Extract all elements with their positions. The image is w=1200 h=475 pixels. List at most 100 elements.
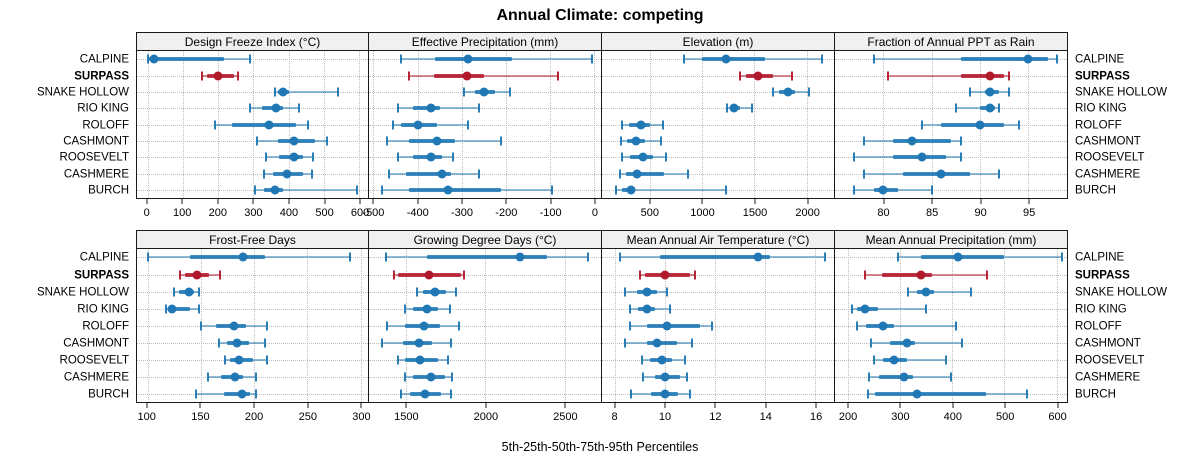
- x-tick-mark: [1057, 403, 1059, 408]
- median-dot: [753, 252, 762, 262]
- median-dot: [479, 87, 489, 97]
- whisker-cap: [478, 169, 481, 178]
- iqr-box: [879, 374, 914, 379]
- whisker-cap: [197, 304, 200, 313]
- iqr-box: [702, 57, 765, 62]
- x-tick-mark: [461, 199, 463, 204]
- median-dot: [907, 136, 917, 146]
- whisker-cap: [146, 252, 149, 262]
- whisker-cap: [380, 338, 383, 347]
- whisker-cap: [824, 252, 827, 262]
- whisker-cap: [1060, 252, 1063, 262]
- whisker-cap: [683, 54, 686, 64]
- x-tick-mark: [324, 199, 326, 204]
- median-dot: [936, 169, 946, 178]
- x-tick-mark: [847, 403, 849, 408]
- x-tick-mark: [564, 403, 566, 408]
- median-dot: [192, 270, 202, 279]
- whisker-cap: [944, 355, 947, 364]
- whisker-cap: [399, 54, 402, 64]
- x-tick-label: 100: [173, 207, 192, 219]
- whisker-cap: [666, 287, 669, 296]
- panel: Mean Annual Air Temperature (°C) 8 10 12 14 1…: [602, 230, 835, 429]
- whisker-cap: [998, 169, 1001, 178]
- whisker-cap: [688, 389, 691, 398]
- whisker-cap: [691, 338, 694, 347]
- iqr-box: [149, 57, 225, 62]
- whisker-cap: [868, 372, 871, 381]
- whisker-cap: [194, 389, 197, 398]
- iqr-box: [435, 57, 513, 62]
- whisker-cap: [738, 71, 741, 80]
- whisker-line: [274, 90, 338, 93]
- site-label-left: CASHMONT: [63, 336, 129, 349]
- panel-strip: Frost-Free Days: [136, 230, 369, 249]
- iqr-box: [960, 73, 1005, 78]
- panel-title: Elevation (m): [682, 34, 754, 49]
- whisker-cap: [960, 338, 963, 347]
- chart-title: Annual Climate: competing: [496, 7, 704, 24]
- site-label-right: CASHMERE: [1075, 167, 1141, 180]
- site-label-left: CALPINE: [79, 53, 129, 66]
- whisker-cap: [415, 287, 418, 296]
- whisker-cap: [458, 321, 461, 330]
- panel: Fraction of Annual PPT as Rain 80 85 90 95: [835, 32, 1068, 225]
- median-dot: [985, 87, 995, 97]
- x-tick-mark: [664, 403, 666, 408]
- median-dot: [167, 304, 177, 313]
- gridline-horizontal: [602, 140, 834, 142]
- gridline-horizontal: [835, 308, 1067, 310]
- gridline-horizontal: [137, 75, 368, 77]
- whisker-cap: [265, 321, 268, 330]
- site-label-left: SURPASS: [74, 268, 129, 281]
- site-label-right: SURPASS: [1075, 69, 1130, 82]
- x-tick-label: -200: [495, 207, 518, 219]
- whisker-cap: [772, 87, 775, 97]
- panel: Mean Annual Precipitation (mm) 200 300 400 5…: [835, 230, 1068, 429]
- site-label-right: SURPASS: [1075, 268, 1130, 281]
- x-tick-mark: [754, 199, 756, 204]
- median-dot: [426, 152, 436, 162]
- whisker-cap: [237, 71, 240, 80]
- whisker-cap: [872, 355, 875, 364]
- whisker-cap: [164, 304, 167, 313]
- whisker-cap: [248, 54, 251, 64]
- panel-strip: Mean Annual Precipitation (mm): [835, 230, 1068, 249]
- median-dot: [916, 270, 926, 279]
- gridline-horizontal: [137, 189, 368, 191]
- iqr-box: [893, 138, 951, 143]
- site-label-left: SNAKE HOLLOW: [36, 285, 129, 298]
- site-label-left: ROLOFF: [82, 118, 129, 131]
- x-tick-mark: [815, 403, 817, 408]
- whisker-cap: [954, 103, 957, 113]
- median-dot: [662, 321, 672, 330]
- whisker-line: [873, 358, 946, 361]
- whisker-cap: [400, 389, 403, 398]
- site-label-left: SURPASS: [74, 69, 129, 82]
- median-dot: [652, 338, 662, 347]
- whisker-cap: [307, 120, 310, 129]
- median-dot: [783, 87, 793, 97]
- gridline-horizontal: [602, 359, 834, 361]
- whisker-cap: [312, 152, 315, 162]
- whisker-cap: [449, 338, 452, 347]
- x-axis: 80 85 90 95: [835, 199, 1068, 225]
- x-axis: 1500 2000 2500: [369, 403, 602, 429]
- whisker-cap: [620, 120, 623, 129]
- whisker-cap: [509, 87, 512, 97]
- whisker-cap: [590, 54, 593, 64]
- x-tick-label: 300: [352, 411, 371, 423]
- gridline-horizontal: [602, 325, 834, 327]
- whisker-cap: [986, 270, 989, 279]
- whisker-cap: [925, 304, 928, 313]
- gridline-horizontal: [835, 189, 1067, 191]
- whisker-line: [255, 188, 358, 191]
- axis-caption: 5th-25th-50th-75th-95th Percentiles: [501, 440, 699, 454]
- whisker-cap: [1026, 389, 1029, 398]
- site-label-right: SNAKE HOLLOW: [1075, 285, 1168, 298]
- whisker-cap: [629, 389, 632, 398]
- median-dot: [878, 185, 888, 195]
- site-label-left: BURCH: [88, 184, 129, 197]
- site-label-right: SNAKE HOLLOW: [1075, 86, 1168, 99]
- x-tick-label: 16: [809, 411, 823, 423]
